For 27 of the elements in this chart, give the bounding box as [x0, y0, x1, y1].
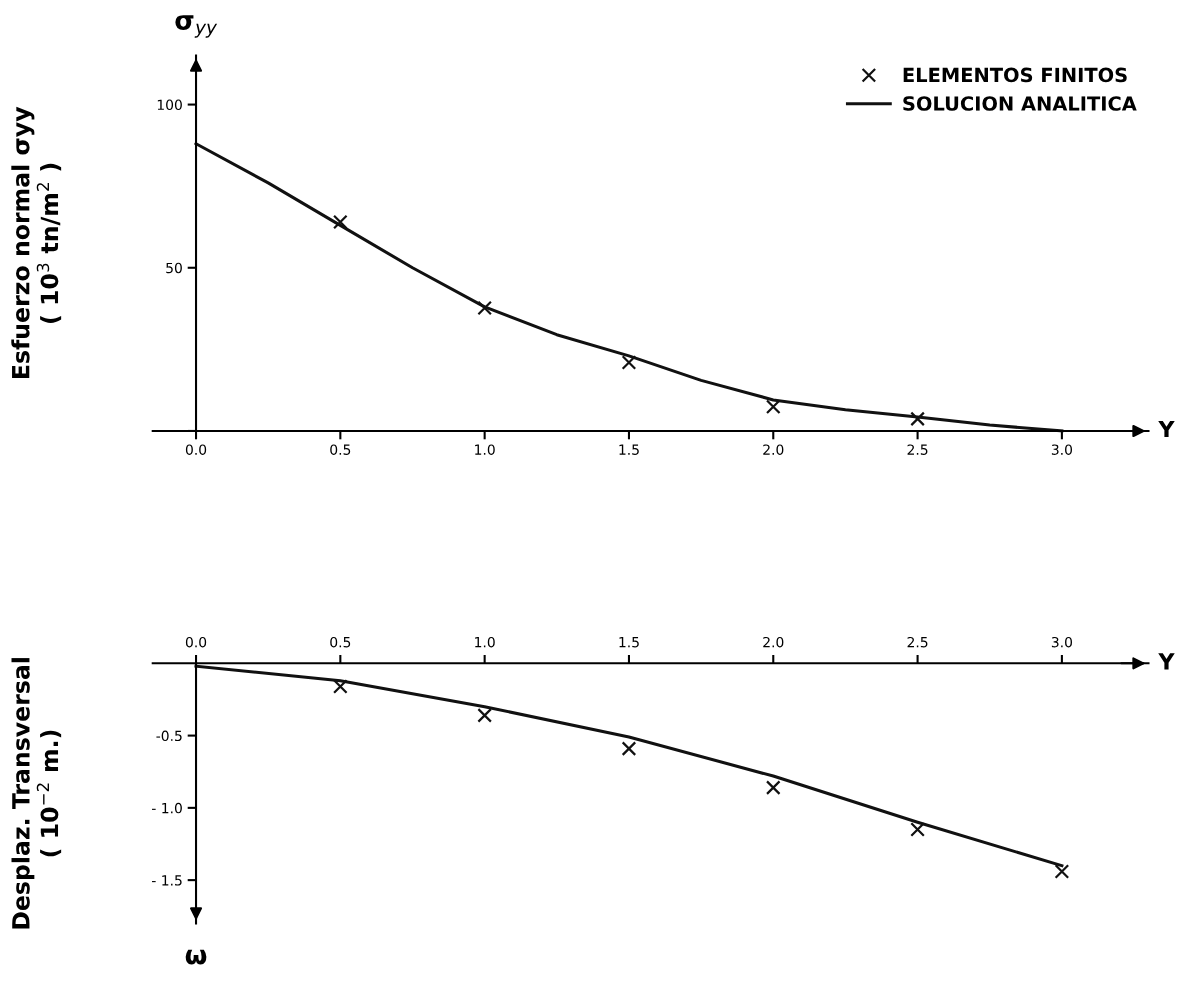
x-tick-label: 2.0 [763, 636, 784, 648]
y-tick-label: - 1.5 [152, 875, 182, 886]
x-axis-title: Y [1158, 653, 1175, 670]
legend-label: ELEMENTOS FINITOS [903, 67, 1127, 83]
x-tick-label: 1.0 [475, 636, 495, 648]
y-axis-title: Desplaz. Transversal ( 10$^{−2}$ m.) [11, 658, 62, 929]
legend-label: SOLUCION ANALITICA [903, 96, 1137, 111]
x-tick-label: 1.5 [619, 444, 639, 455]
x-tick-label: 2.5 [907, 636, 928, 648]
y-tick-label: -0.5 [156, 730, 182, 742]
y-axis-title: Esfuerzo normal σyy ( 10$^{3}$ tn/m$^{2}$ ) [11, 106, 62, 379]
x-axis-title: Y [1158, 420, 1175, 438]
x-tick-label: 3.0 [1051, 636, 1073, 648]
x-tick-label: 1.0 [475, 444, 495, 455]
x-tick-label: 0.0 [185, 444, 207, 455]
y-tick-label: 100 [157, 99, 182, 111]
x-tick-label: 3.0 [1051, 444, 1073, 455]
x-tick-label: 1.5 [619, 637, 639, 648]
x-tick-label: 0.5 [330, 444, 351, 455]
x-tick-label: 2.0 [763, 444, 784, 455]
x-tick-label: 2.5 [907, 444, 928, 455]
text: σ$_{yy}$ [175, 15, 218, 38]
x-tick-label: 0.0 [185, 636, 207, 648]
y-tick-label: 50 [166, 262, 182, 274]
x-tick-label: 0.5 [330, 636, 351, 648]
y-tick-label: - 1.0 [152, 802, 182, 814]
text: ω [185, 949, 207, 965]
